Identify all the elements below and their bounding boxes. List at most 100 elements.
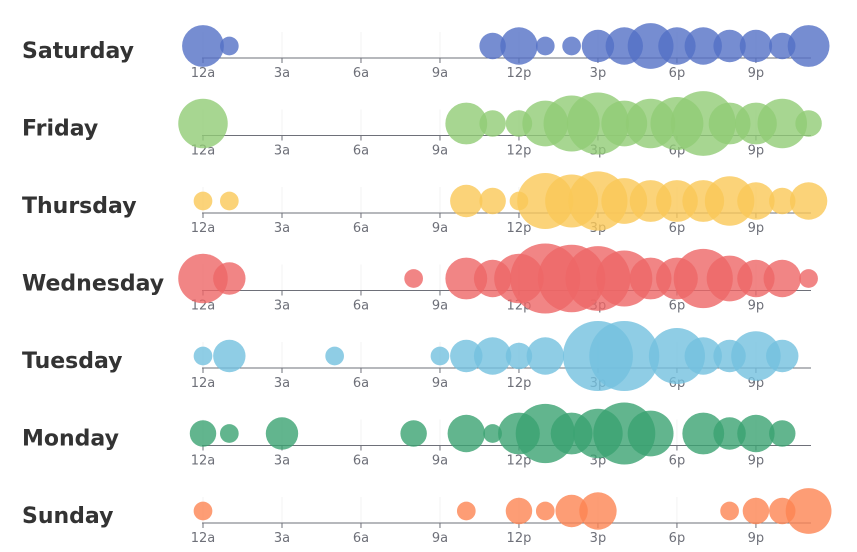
bubble-thursday-11p[interactable]: Thursday 11p: 4 [789,182,828,220]
day-row-thursday: Thursday12a3a6a9a12p3p6p9pThursday 12a: … [22,171,828,236]
tick-label: 3a [274,454,290,469]
bubble-sunday-8p[interactable]: Sunday 8p: 1 [720,501,739,521]
bubble-sunday-12a[interactable]: Sunday 12a: 1 [193,501,213,521]
bubble-sunday-9p[interactable]: Sunday 9p: 2 [742,497,770,525]
bubble-sunday-1p[interactable]: Sunday 1p: 1 [535,501,555,521]
bubble-sunday-2p[interactable]: Sunday 2p: 3 [555,494,588,528]
tick-label: 12p [507,376,532,391]
bubble-friday-10a[interactable]: Friday 10a: 5 [445,102,488,145]
bubble-tuesday-9a[interactable]: Tuesday 9a: 1 [430,346,450,366]
tick-label: 9a [432,144,448,159]
bubble-wednesday-12a[interactable]: Wednesday 12a: 7 [178,253,228,304]
day-label: Thursday [22,194,137,219]
tick-label: 12p [507,454,532,469]
bubble-tuesday-5a[interactable]: Tuesday 5a: 1 [325,346,344,366]
bubble-saturday-8p[interactable]: Saturday 8p: 3 [713,29,746,63]
day-label: Wednesday [22,272,164,297]
bubble-wednesday-10p[interactable]: Wednesday 10p: 4 [763,259,801,298]
bubble-sunday-12p[interactable]: Sunday 12p: 2 [505,497,533,525]
bubble-tuesday-10p[interactable]: Tuesday 10p: 3 [766,339,799,373]
bubble-saturday-9p[interactable]: Saturday 9p: 3 [739,29,773,63]
bubble-saturday-11a[interactable]: Saturday 11a: 2 [479,32,506,60]
bubble-monday-5p[interactable]: Monday 5p: 6 [627,410,674,457]
bubble-saturday-3p[interactable]: Saturday 3p: 3 [581,29,615,63]
bubble-wednesday-1a[interactable]: Wednesday 1a: 3 [213,262,246,295]
bubble-wednesday-8p[interactable]: Wednesday 8p: 6 [706,255,753,302]
tick-label: 6a [353,299,369,314]
bubble-saturday-6p[interactable]: Saturday 6p: 4 [658,27,696,65]
bubble-wednesday-8a[interactable]: Wednesday 8a: 1 [404,269,423,288]
day-label: Friday [22,117,98,142]
tick-label: 3p [590,66,607,81]
bubble-tuesday-1a[interactable]: Tuesday 1a: 3 [213,339,246,373]
bubble-saturday-5p[interactable]: Saturday 5p: 6 [627,23,674,69]
bubble-saturday-12a[interactable]: Saturday 12a: 5 [182,25,224,67]
day-label: Monday [22,427,119,452]
bubble-saturday-1p[interactable]: Saturday 1p: 1 [535,36,555,56]
bubble-sunday-11p[interactable]: Sunday 11p: 6 [785,488,832,534]
bubble-sunday-3p[interactable]: Sunday 3p: 4 [579,492,617,530]
bubble-monday-10p[interactable]: Monday 10p: 2 [769,420,796,447]
tick-label: 3a [274,531,290,546]
tick-label: 3p [590,531,607,546]
bubble-thursday-9p[interactable]: Thursday 9p: 4 [737,182,775,220]
bubble-tuesday-12a[interactable]: Tuesday 12a: 1 [193,346,213,366]
bubble-tuesday-12p[interactable]: Tuesday 12p: 2 [505,342,533,370]
bubble-monday-8p[interactable]: Monday 8p: 3 [713,417,746,450]
tick-label: 6p [669,454,686,469]
bubble-wednesday-11p[interactable]: Wednesday 11p: 1 [799,269,818,288]
tick-label: 6p [669,221,686,236]
bubble-friday-10p[interactable]: Friday 10p: 7 [757,98,808,149]
tick-label: 6a [353,454,369,469]
tick-label: 6a [353,66,369,81]
bubble-saturday-2p[interactable]: Saturday 2p: 1 [562,36,581,56]
tick-label: 6a [353,531,369,546]
bubble-tuesday-7p[interactable]: Tuesday 7p: 4 [684,337,722,375]
tick-label: 9a [432,531,448,546]
bubble-monday-3a[interactable]: Monday 3a: 3 [265,417,299,450]
bubble-tuesday-11a[interactable]: Tuesday 11a: 4 [473,337,512,375]
day-row-friday: Friday12a3a6a9a12p3p6p9pFriday 12a: 7Fri… [22,91,822,159]
bubble-friday-11a[interactable]: Friday 11a: 2 [479,110,506,137]
bubble-tuesday-1p[interactable]: Tuesday 1p: 4 [526,337,564,375]
bubble-thursday-11a[interactable]: Thursday 11a: 2 [479,187,506,215]
bubble-thursday-12a[interactable]: Thursday 12a: 1 [193,191,213,211]
bubble-sunday-10a[interactable]: Sunday 10a: 1 [456,501,476,521]
day-label: Saturday [22,39,134,64]
tick-label: 6p [669,66,686,81]
bubble-thursday-1a[interactable]: Thursday 1a: 1 [219,191,239,211]
bubble-friday-11p[interactable]: Friday 11p: 2 [795,110,822,137]
bubble-saturday-1a[interactable]: Saturday 1a: 1 [219,36,239,56]
bubble-saturday-12p[interactable]: Saturday 12p: 4 [500,27,538,65]
tick-label: 12a [191,454,216,469]
day-label: Sunday [22,504,113,529]
tick-label: 12p [507,221,532,236]
bubble-wednesday-9p[interactable]: Wednesday 9p: 4 [737,259,775,298]
bubble-monday-8a[interactable]: Monday 8a: 2 [400,420,427,447]
tick-label: 6p [669,299,686,314]
tick-label: 12p [507,144,532,159]
tick-label: 9p [748,66,765,81]
bubble-wednesday-10a[interactable]: Wednesday 10a: 5 [445,257,488,300]
bubble-tuesday-9p[interactable]: Tuesday 9p: 7 [731,331,781,381]
bubble-monday-9p[interactable]: Monday 9p: 4 [737,414,775,453]
tick-label: 6p [669,531,686,546]
tick-label: 12p [507,66,532,81]
bubble-monday-10a[interactable]: Monday 10a: 4 [447,414,486,453]
bubble-monday-11a[interactable]: Monday 11a: 1 [483,424,502,443]
bubble-monday-12a[interactable]: Monday 12a: 2 [189,420,217,447]
bubble-friday-12a[interactable]: Friday 12a: 7 [178,98,228,149]
bubble-tuesday-4p[interactable]: Tuesday 4p: 14 [589,321,660,391]
tick-label: 6a [353,221,369,236]
bubble-thursday-10a[interactable]: Thursday 10a: 3 [450,184,483,218]
bubble-monday-1a[interactable]: Monday 1a: 1 [219,424,239,443]
bubble-saturday-7p[interactable]: Saturday 7p: 4 [684,27,722,65]
bubble-thursday-10p[interactable]: Thursday 10p: 2 [769,187,796,215]
bubble-saturday-11p[interactable]: Saturday 11p: 5 [787,25,830,67]
bubble-monday-7p[interactable]: Monday 7p: 5 [682,412,725,455]
bubble-tuesday-10a[interactable]: Tuesday 10a: 3 [450,339,483,373]
tick-label: 3a [274,144,290,159]
tick-label: 9p [748,531,765,546]
tick-label: 12p [507,531,532,546]
